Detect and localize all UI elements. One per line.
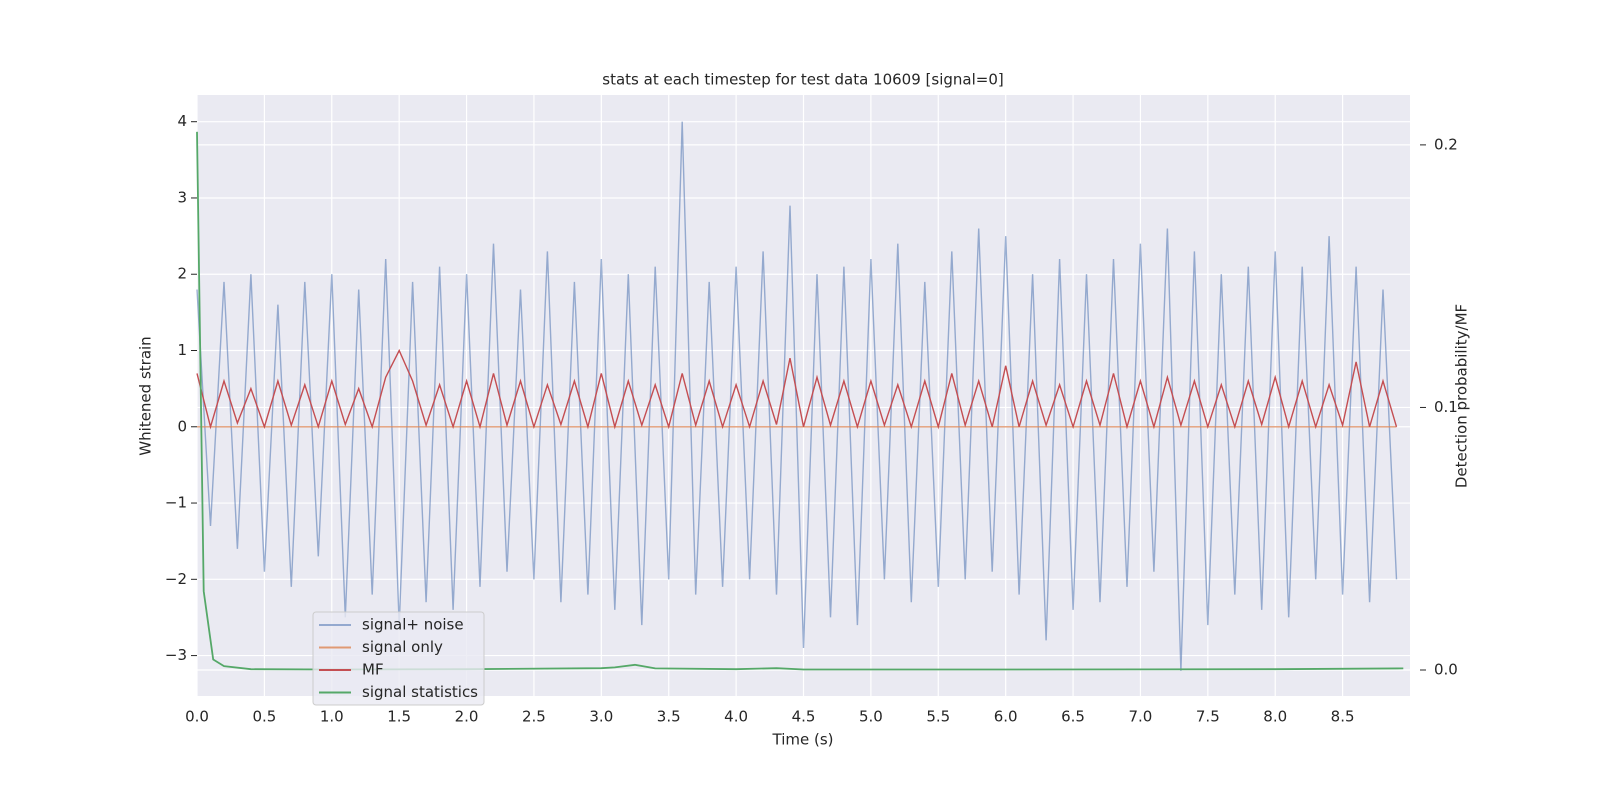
x-tick-label: 0.5 [252, 708, 276, 726]
x-tick-label: 6.5 [1061, 708, 1085, 726]
x-tick-label: 4.5 [792, 708, 816, 726]
y-tick-label: −2 [165, 570, 187, 588]
x-tick-label: 7.0 [1129, 708, 1153, 726]
marks [196, 121, 1404, 671]
y-tick-label: 3 [177, 188, 187, 206]
chart-title: stats at each timestep for test data 106… [602, 71, 1003, 89]
x-tick-label: 3.0 [589, 708, 613, 726]
x-tick-label: 1.5 [387, 708, 411, 726]
y-axis-label: Whitened strain [137, 336, 155, 455]
x-tick-label: 1.0 [320, 708, 344, 726]
legend-label: MF [362, 661, 384, 679]
y-tick-label: −1 [165, 494, 187, 512]
y2-axis-label: Detection probability/MF [1453, 304, 1471, 488]
x-tick-label: 7.5 [1196, 708, 1220, 726]
x-tick-label: 3.5 [657, 708, 681, 726]
y-tick-label: 1 [177, 341, 187, 359]
legend: signal+ noise signal only MF signal statist… [312, 611, 485, 706]
y2-tick-label: 0.2 [1434, 135, 1458, 153]
y2-tick-label: 0.1 [1434, 398, 1458, 416]
legend-label: signal statistics [362, 683, 478, 701]
y-tick-label: 2 [177, 265, 187, 283]
x-tick-label: 4.0 [724, 708, 748, 726]
legend-box [312, 611, 485, 706]
y2-tick-label: 0.0 [1434, 661, 1458, 679]
x-tick-label: 5.0 [859, 708, 883, 726]
series-line [196, 131, 1404, 671]
x-tick-label: 8.0 [1263, 708, 1287, 726]
legend-label: signal+ noise [362, 616, 464, 634]
x-axis-label: Time (s) [772, 731, 834, 749]
y-tick-label: 0 [177, 417, 187, 435]
x-tick-label: 0.0 [185, 708, 209, 726]
x-tick-label: 2.0 [455, 708, 479, 726]
x-tick-label: 8.5 [1331, 708, 1355, 726]
series-line [196, 348, 1398, 430]
legend-label: signal only [362, 638, 443, 656]
y-tick-label: −3 [165, 646, 187, 664]
y-tick-label: 4 [177, 112, 187, 130]
x-tick-label: 6.0 [994, 708, 1018, 726]
x-tick-label: 2.5 [522, 708, 546, 726]
x-tick-label: 5.5 [926, 708, 950, 726]
